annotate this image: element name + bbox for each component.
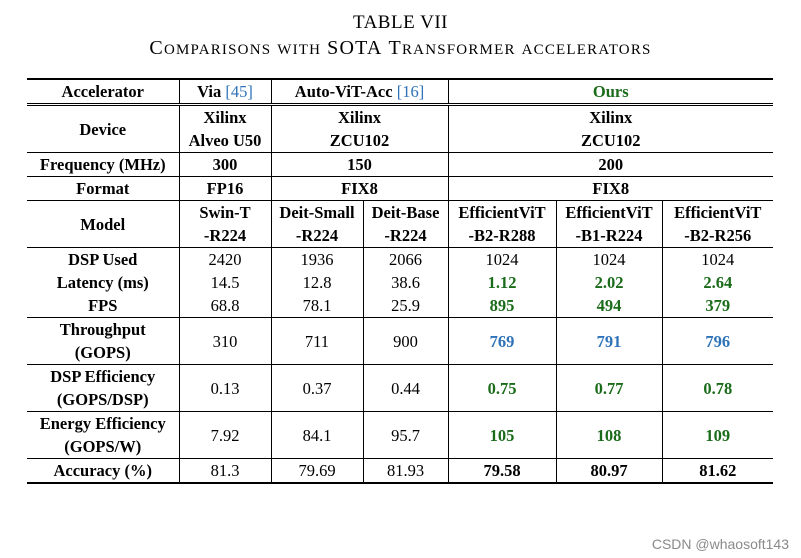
throughput-row: Throughput (GOPS) 310 711 900 769 791 796 bbox=[27, 317, 773, 365]
cell: 0.13 bbox=[178, 364, 272, 412]
latency-row: Latency (ms) 14.5 12.8 38.6 1.12 2.02 2.… bbox=[27, 271, 773, 294]
row-label: DSP Efficiency (GOPS/DSP) bbox=[27, 364, 180, 412]
device-row: Device Xilinx Alveo U50 Xilinx ZCU102 Xili… bbox=[27, 103, 773, 153]
cell: 2066 bbox=[362, 247, 449, 271]
cell: 796 bbox=[661, 317, 773, 365]
cell: 84.1 bbox=[270, 411, 364, 459]
citation-link[interactable]: [45] bbox=[225, 82, 253, 101]
model-cell: Deit-Base -R224 bbox=[362, 200, 449, 248]
cell: 711 bbox=[270, 317, 364, 365]
header-accelerator: Accelerator bbox=[27, 78, 180, 106]
row-label: Device bbox=[27, 103, 180, 153]
header-autovit: Auto-ViT-Acc [16] bbox=[270, 78, 449, 106]
energy-efficiency-row: Energy Efficiency (GOPS/W) 7.92 84.1 95.7… bbox=[27, 411, 773, 459]
row-label: Accuracy (%) bbox=[27, 458, 180, 484]
cell: 80.97 bbox=[555, 458, 663, 484]
dsp-used-row: DSP Used 2420 1936 2066 1024 1024 1024 bbox=[27, 247, 773, 271]
cell: 791 bbox=[555, 317, 663, 365]
header-via: Via [45] bbox=[178, 78, 272, 106]
cell: 310 bbox=[178, 317, 272, 365]
model-cell: EfficientViT -B2-R288 bbox=[447, 200, 557, 248]
cell: 379 bbox=[661, 294, 773, 318]
row-label: FPS bbox=[27, 294, 180, 318]
cell: 1.12 bbox=[447, 271, 557, 294]
cell: 300 bbox=[178, 152, 272, 177]
citation-link[interactable]: [16] bbox=[396, 82, 425, 101]
cell: 0.78 bbox=[661, 364, 773, 412]
model-cell: Deit-Small -R224 bbox=[270, 200, 364, 248]
cell: 0.77 bbox=[555, 364, 663, 412]
cell: 2.02 bbox=[555, 271, 663, 294]
cell: 494 bbox=[555, 294, 663, 318]
cell: 12.8 bbox=[270, 271, 364, 294]
model-cell: EfficientViT -B2-R256 bbox=[661, 200, 773, 248]
cell: 68.8 bbox=[178, 294, 272, 318]
cell: 150 bbox=[270, 152, 449, 177]
cell: 7.92 bbox=[178, 411, 272, 459]
cell: 79.58 bbox=[447, 458, 557, 484]
cell: 95.7 bbox=[362, 411, 449, 459]
header-row: Accelerator Via [45] Auto-ViT-Acc [16] O… bbox=[27, 78, 773, 106]
cell: 81.93 bbox=[362, 458, 449, 484]
row-label: Energy Efficiency (GOPS/W) bbox=[27, 411, 180, 459]
cell: 900 bbox=[362, 317, 449, 365]
table-title: COMPARISONS WITH SOTA TRANSFORMER ACCELE… bbox=[149, 37, 652, 59]
cell: 1936 bbox=[270, 247, 364, 271]
cell: 1024 bbox=[447, 247, 557, 271]
model-cell: Swin-T -R224 bbox=[178, 200, 272, 248]
device-via: Xilinx Alveo U50 bbox=[178, 103, 272, 153]
cell: 895 bbox=[447, 294, 557, 318]
fps-row: FPS 68.8 78.1 25.9 895 494 379 bbox=[27, 294, 773, 318]
cell: 105 bbox=[447, 411, 557, 459]
model-cell: EfficientViT -B1-R224 bbox=[555, 200, 663, 248]
row-label: Frequency (MHz) bbox=[27, 152, 180, 177]
header-ours: Ours bbox=[447, 78, 773, 106]
device-autovit: Xilinx ZCU102 bbox=[270, 103, 449, 153]
cell: 108 bbox=[555, 411, 663, 459]
dsp-efficiency-row: DSP Efficiency (GOPS/DSP) 0.13 0.37 0.44 … bbox=[27, 364, 773, 412]
accuracy-row: Accuracy (%) 81.3 79.69 81.93 79.58 80.9… bbox=[27, 458, 773, 484]
comparison-table: Accelerator Via [45] Auto-ViT-Acc [16] O… bbox=[27, 78, 773, 484]
cell: 0.37 bbox=[270, 364, 364, 412]
format-row: Format FP16 FIX8 FIX8 bbox=[27, 176, 773, 201]
model-row: Model Swin-T -R224 Deit-Small -R224 Deit-B… bbox=[27, 200, 773, 248]
row-label: Format bbox=[27, 176, 180, 201]
cell: 38.6 bbox=[362, 271, 449, 294]
device-ours: Xilinx ZCU102 bbox=[447, 103, 773, 153]
cell: 109 bbox=[661, 411, 773, 459]
cell: 0.44 bbox=[362, 364, 449, 412]
cell: 1024 bbox=[661, 247, 773, 271]
row-label: DSP Used bbox=[27, 247, 180, 271]
cell: 81.62 bbox=[661, 458, 773, 484]
cell: 200 bbox=[447, 152, 773, 177]
cell: 25.9 bbox=[362, 294, 449, 318]
row-label: Throughput (GOPS) bbox=[27, 317, 180, 365]
cell: 1024 bbox=[555, 247, 663, 271]
cell: FIX8 bbox=[270, 176, 449, 201]
row-label: Model bbox=[27, 200, 180, 248]
cell: 2420 bbox=[178, 247, 272, 271]
watermark: CSDN @whaosoft143 bbox=[651, 536, 789, 552]
cell: 2.64 bbox=[661, 271, 773, 294]
table-number: TABLE VII bbox=[353, 12, 448, 33]
cell: 0.75 bbox=[447, 364, 557, 412]
cell: 81.3 bbox=[178, 458, 272, 484]
row-label: Latency (ms) bbox=[27, 271, 180, 294]
cell: FIX8 bbox=[447, 176, 773, 201]
frequency-row: Frequency (MHz) 300 150 200 bbox=[27, 152, 773, 177]
cell: 78.1 bbox=[270, 294, 364, 318]
cell: FP16 bbox=[178, 176, 272, 201]
cell: 79.69 bbox=[270, 458, 364, 484]
table-caption: TABLE VII COMPARISONS WITH SOTA TRANSFOR… bbox=[0, 12, 801, 62]
cell: 14.5 bbox=[178, 271, 272, 294]
cell: 769 bbox=[447, 317, 557, 365]
